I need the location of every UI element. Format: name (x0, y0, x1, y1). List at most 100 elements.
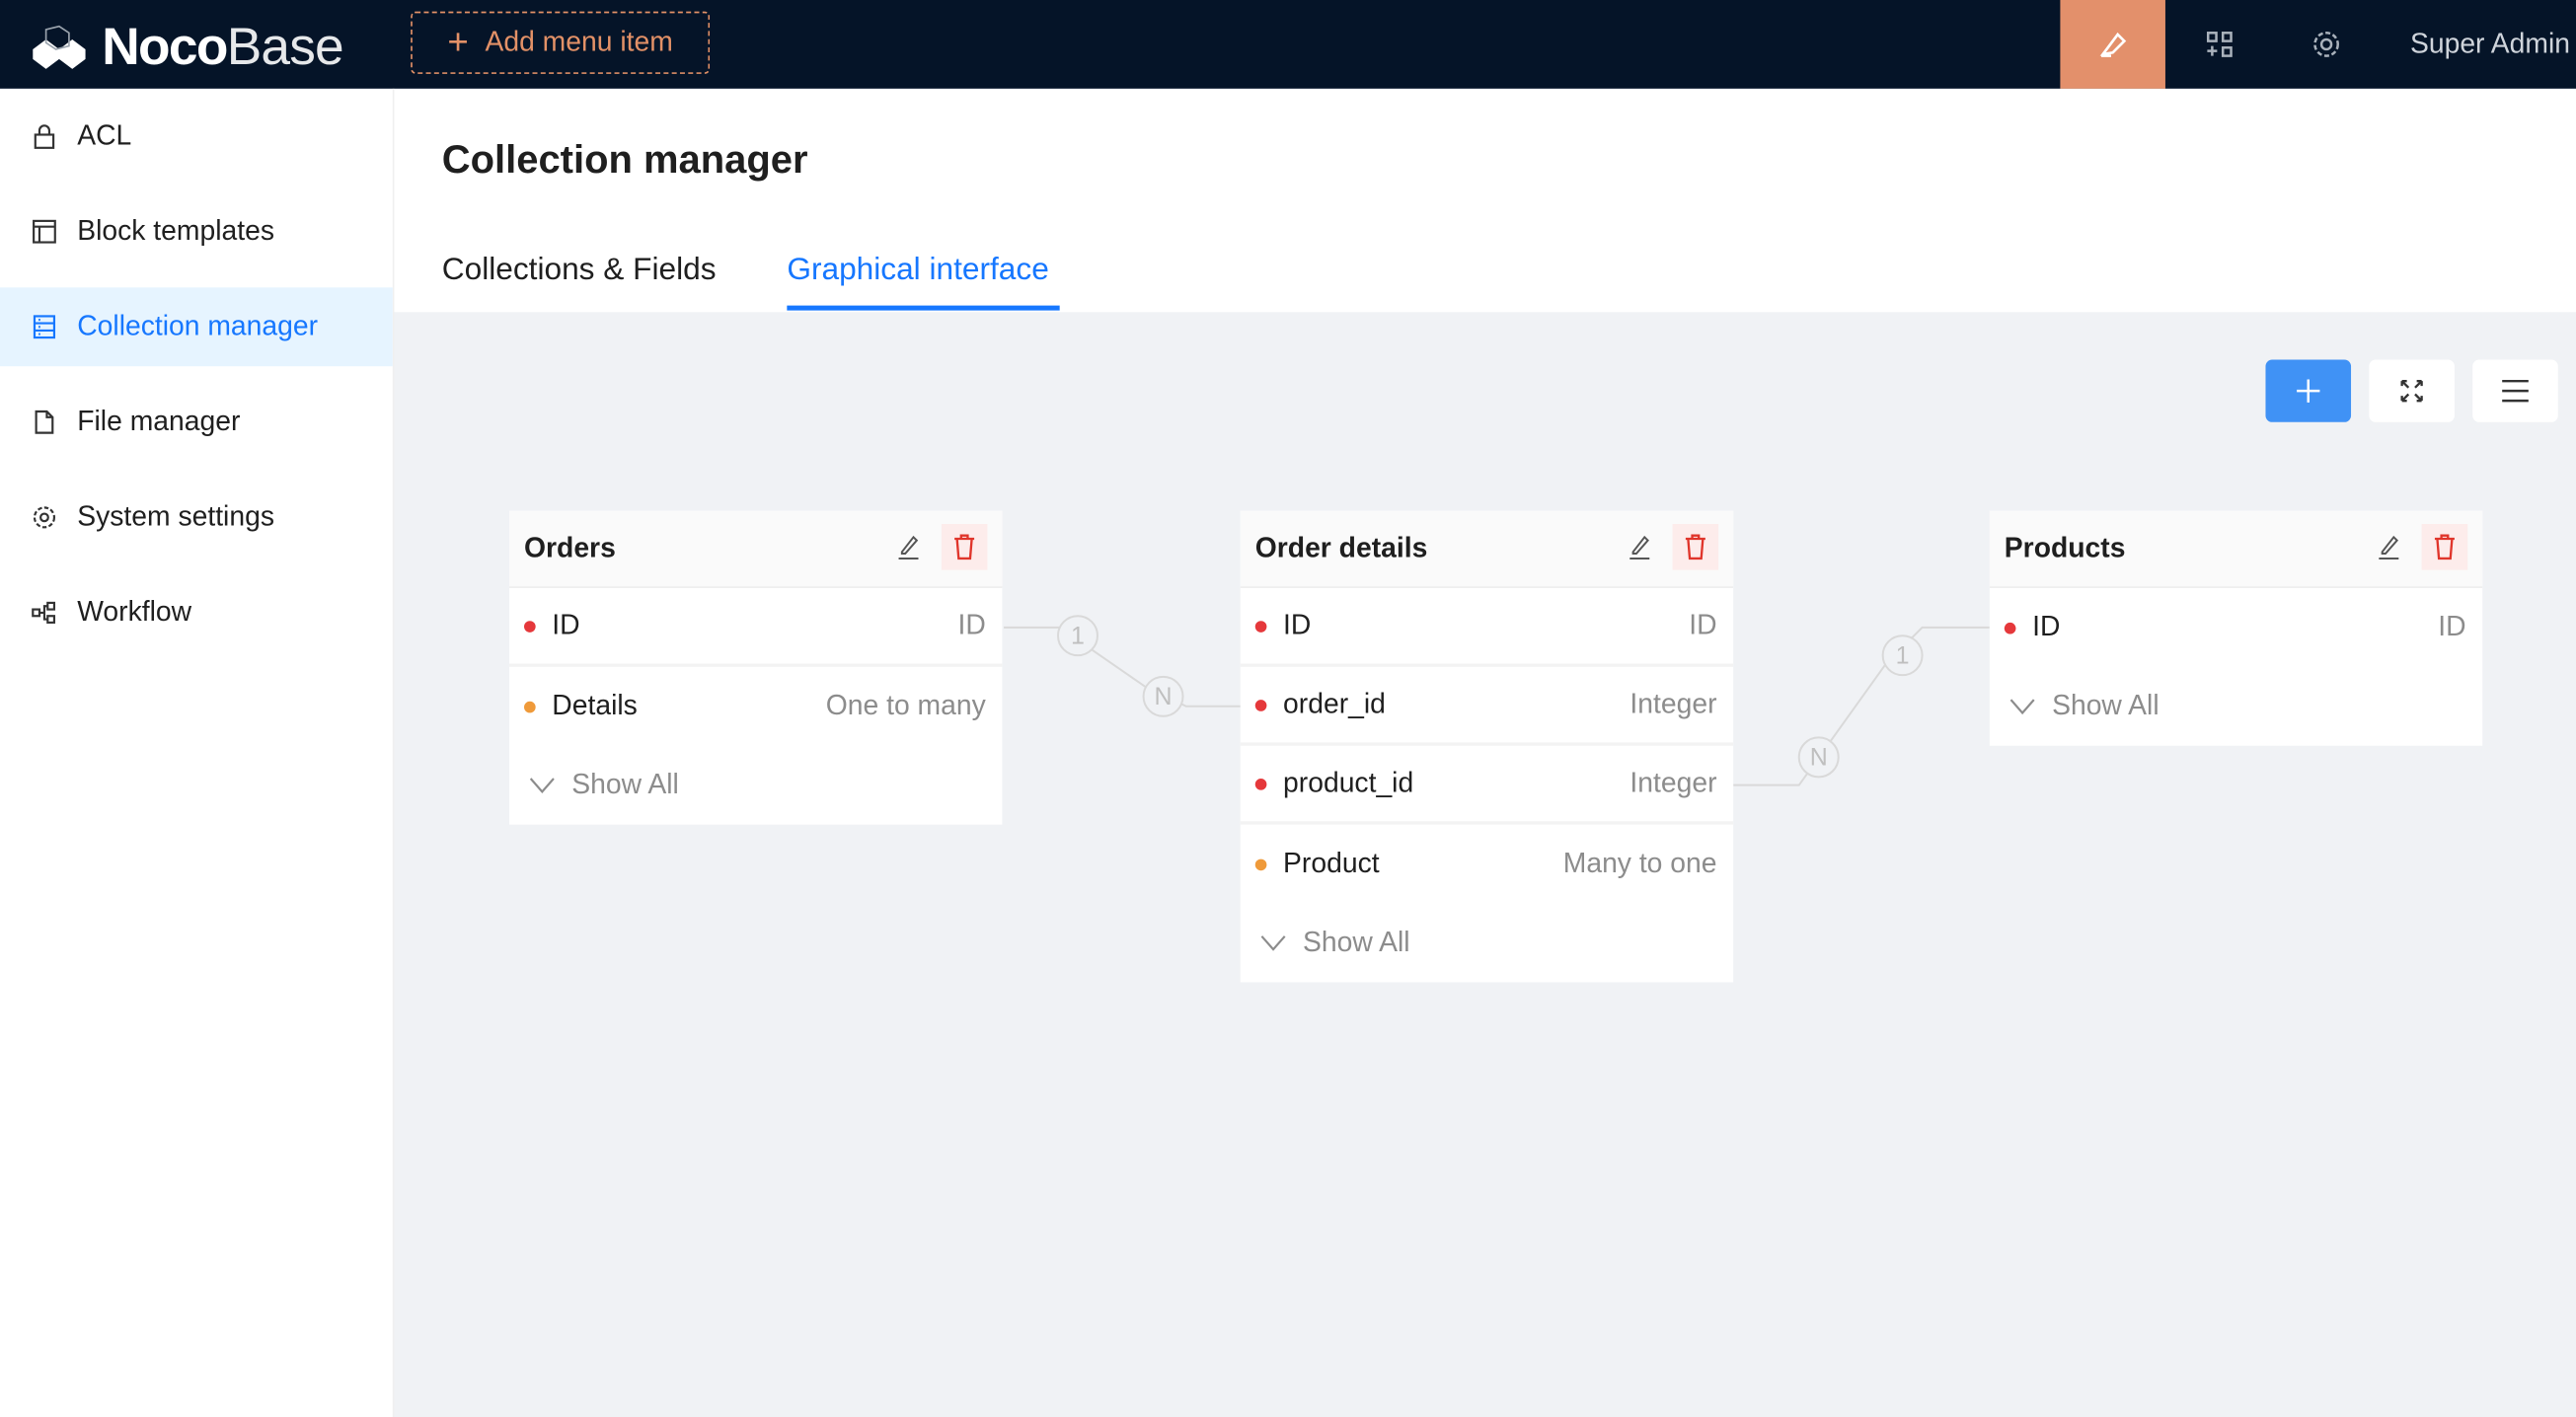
add-collection-button[interactable] (2265, 359, 2352, 422)
field-dot (2004, 622, 2016, 634)
gear-icon (2313, 32, 2339, 57)
field-row[interactable]: ID ID (509, 588, 1003, 667)
collection-card-products[interactable]: Products ID ID Show All (1989, 510, 2483, 746)
field-row[interactable]: ID ID (1990, 588, 2482, 667)
field-dot (524, 620, 536, 633)
field-type: Many to one (1562, 847, 1717, 879)
sidebar-item-label: Workflow (77, 596, 192, 628)
top-header: Noco Base + Add menu item Super Admin (0, 0, 2576, 89)
delete-icon[interactable] (941, 524, 988, 570)
sidebar-item-label: File manager (77, 406, 241, 437)
gear-icon (33, 506, 56, 529)
relation-cardinality-marker (1142, 675, 1184, 717)
logo-text-bold: Noco (102, 16, 228, 76)
field-type: One to many (825, 690, 986, 721)
sidebar-item-label: System settings (77, 500, 274, 533)
edit-icon[interactable] (1617, 524, 1663, 570)
show-all-label: Show All (2052, 690, 2159, 721)
plugin-manager-button[interactable] (2167, 0, 2273, 89)
field-type: ID (1689, 609, 1717, 641)
field-dot (1254, 858, 1267, 870)
field-name: Details (552, 690, 638, 721)
edit-icon[interactable] (2366, 524, 2412, 570)
card-header: Order details (1240, 510, 1734, 588)
chevron-down-icon (1260, 935, 1286, 951)
database-icon (33, 315, 56, 339)
relation-label: N (1155, 683, 1173, 710)
workflow-icon (32, 601, 56, 624)
field-type: Integer (1629, 688, 1717, 720)
card-header: Products (1989, 510, 2483, 588)
relation-label: 1 (1896, 641, 1910, 669)
plus-icon (2297, 379, 2320, 403)
chevron-down-icon (529, 778, 555, 793)
card-header: Orders (509, 510, 1003, 588)
user-menu[interactable]: Super Admin (2409, 28, 2571, 59)
edit-icon[interactable] (885, 524, 932, 570)
show-all-button[interactable]: Show All (1241, 904, 1733, 983)
plus-icon: + (447, 21, 469, 63)
sidebar-item-block-templates[interactable]: Block templates (0, 192, 393, 271)
logo-text-light: Base (226, 16, 344, 76)
field-name: product_id (1283, 767, 1414, 798)
settings-button[interactable] (2274, 0, 2380, 89)
field-name: ID (2032, 611, 2061, 642)
field-type: Integer (1629, 767, 1717, 798)
relation-cardinality-marker (1057, 615, 1099, 657)
sidebar-item-collection-manager[interactable]: Collection manager (0, 287, 393, 367)
sidebar-item-label: ACL (77, 119, 132, 152)
layout-icon (33, 219, 56, 244)
relation-label: N (1810, 744, 1828, 772)
tab-graphical-interface[interactable]: Graphical interface (787, 253, 1049, 288)
tab-collections-fields[interactable]: Collections & Fields (441, 253, 717, 288)
menu-icon (2502, 379, 2529, 403)
logo-cube-icon (33, 24, 86, 69)
collection-title: Order details (1254, 532, 1428, 563)
menu-button[interactable] (2472, 359, 2558, 422)
field-row[interactable]: product_id Integer (1240, 746, 1734, 825)
field-dot (524, 700, 536, 712)
collection-card-orders[interactable]: Orders ID ID Details One to many Show All (509, 510, 1003, 825)
relation-cardinality-marker (1881, 634, 1924, 677)
sidebar-item-acl[interactable]: ACL (0, 97, 393, 176)
sidebar-item-system-settings[interactable]: System settings (0, 478, 393, 557)
relation-cardinality-marker (1797, 736, 1840, 779)
field-name: ID (1283, 609, 1312, 641)
field-dot (1254, 778, 1267, 789)
add-menu-item-button[interactable]: + Add menu item (411, 11, 711, 74)
show-all-button[interactable]: Show All (1990, 667, 2482, 746)
field-row[interactable]: order_id Integer (1240, 667, 1734, 746)
delete-icon[interactable] (2421, 524, 2468, 570)
field-type: ID (957, 609, 986, 641)
appstore-add-icon (2206, 32, 2233, 57)
collection-card-order-details[interactable]: Order details ID ID order_id Integer produ… (1240, 510, 1734, 983)
sidebar-item-label: Block templates (77, 215, 274, 247)
field-name: ID (552, 609, 580, 641)
field-row[interactable]: ID ID (1240, 588, 1734, 667)
lock-icon (34, 124, 55, 149)
field-type: ID (2438, 611, 2466, 642)
ui-editor-button[interactable] (2060, 0, 2165, 89)
nocobase-logo[interactable]: Noco Base (30, 16, 344, 78)
collection-title: Products (2004, 532, 2126, 563)
sidebar-item-workflow[interactable]: Workflow (0, 573, 393, 652)
fullscreen-button[interactable] (2369, 359, 2455, 422)
sidebar-item-label: Collection manager (77, 310, 319, 342)
show-all-button[interactable]: Show All (509, 746, 1002, 825)
active-tab-indicator (787, 305, 1060, 311)
field-row[interactable]: Product Many to one (1241, 825, 1733, 904)
delete-icon[interactable] (1672, 524, 1719, 570)
page-header: Collection manager Collections & Fields … (394, 88, 2576, 313)
sidebar-item-file-manager[interactable]: File manager (0, 383, 393, 462)
file-icon (35, 410, 54, 434)
highlighter-icon (2099, 32, 2127, 57)
field-dot (1254, 620, 1267, 633)
show-all-label: Show All (1303, 926, 1410, 958)
relation-label: 1 (1071, 623, 1085, 650)
field-row[interactable]: Details One to many (509, 667, 1002, 746)
field-dot (1254, 699, 1267, 710)
show-all-label: Show All (571, 769, 679, 800)
sidebar: ACL Block templates Collection manager F… (0, 88, 395, 1417)
add-menu-item-label: Add menu item (485, 26, 673, 58)
